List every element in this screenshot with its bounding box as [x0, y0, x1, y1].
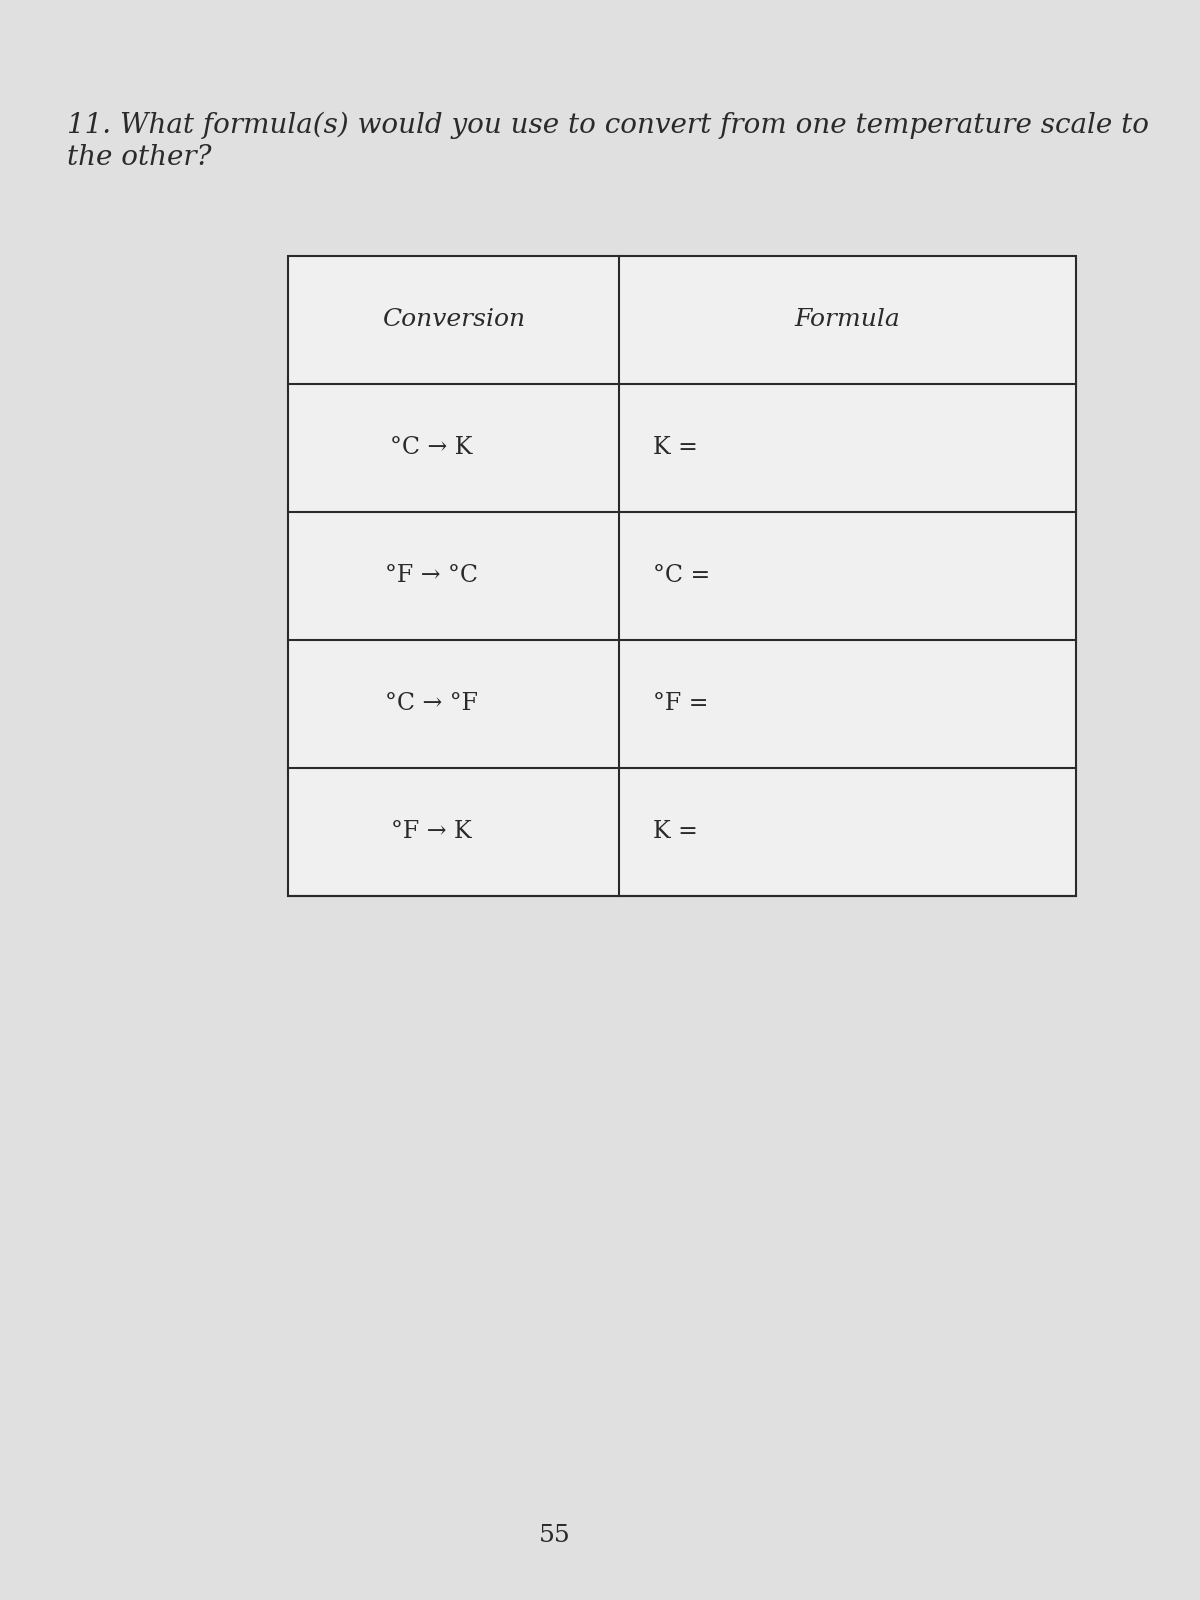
Text: °F → K: °F → K	[391, 821, 472, 843]
Text: K =: K =	[653, 821, 697, 843]
Text: °C → K: °C → K	[390, 437, 473, 459]
Text: Conversion: Conversion	[383, 309, 526, 331]
Text: 11. What formula(s) would you use to convert from one temperature scale to the o: 11. What formula(s) would you use to con…	[66, 112, 1148, 171]
Text: °F =: °F =	[653, 693, 708, 715]
Text: 55: 55	[539, 1525, 570, 1547]
Text: K =: K =	[653, 437, 697, 459]
Text: °F → °C: °F → °C	[385, 565, 478, 587]
Text: Formula: Formula	[794, 309, 900, 331]
Text: °C =: °C =	[653, 565, 709, 587]
Text: °C → °F: °C → °F	[385, 693, 478, 715]
